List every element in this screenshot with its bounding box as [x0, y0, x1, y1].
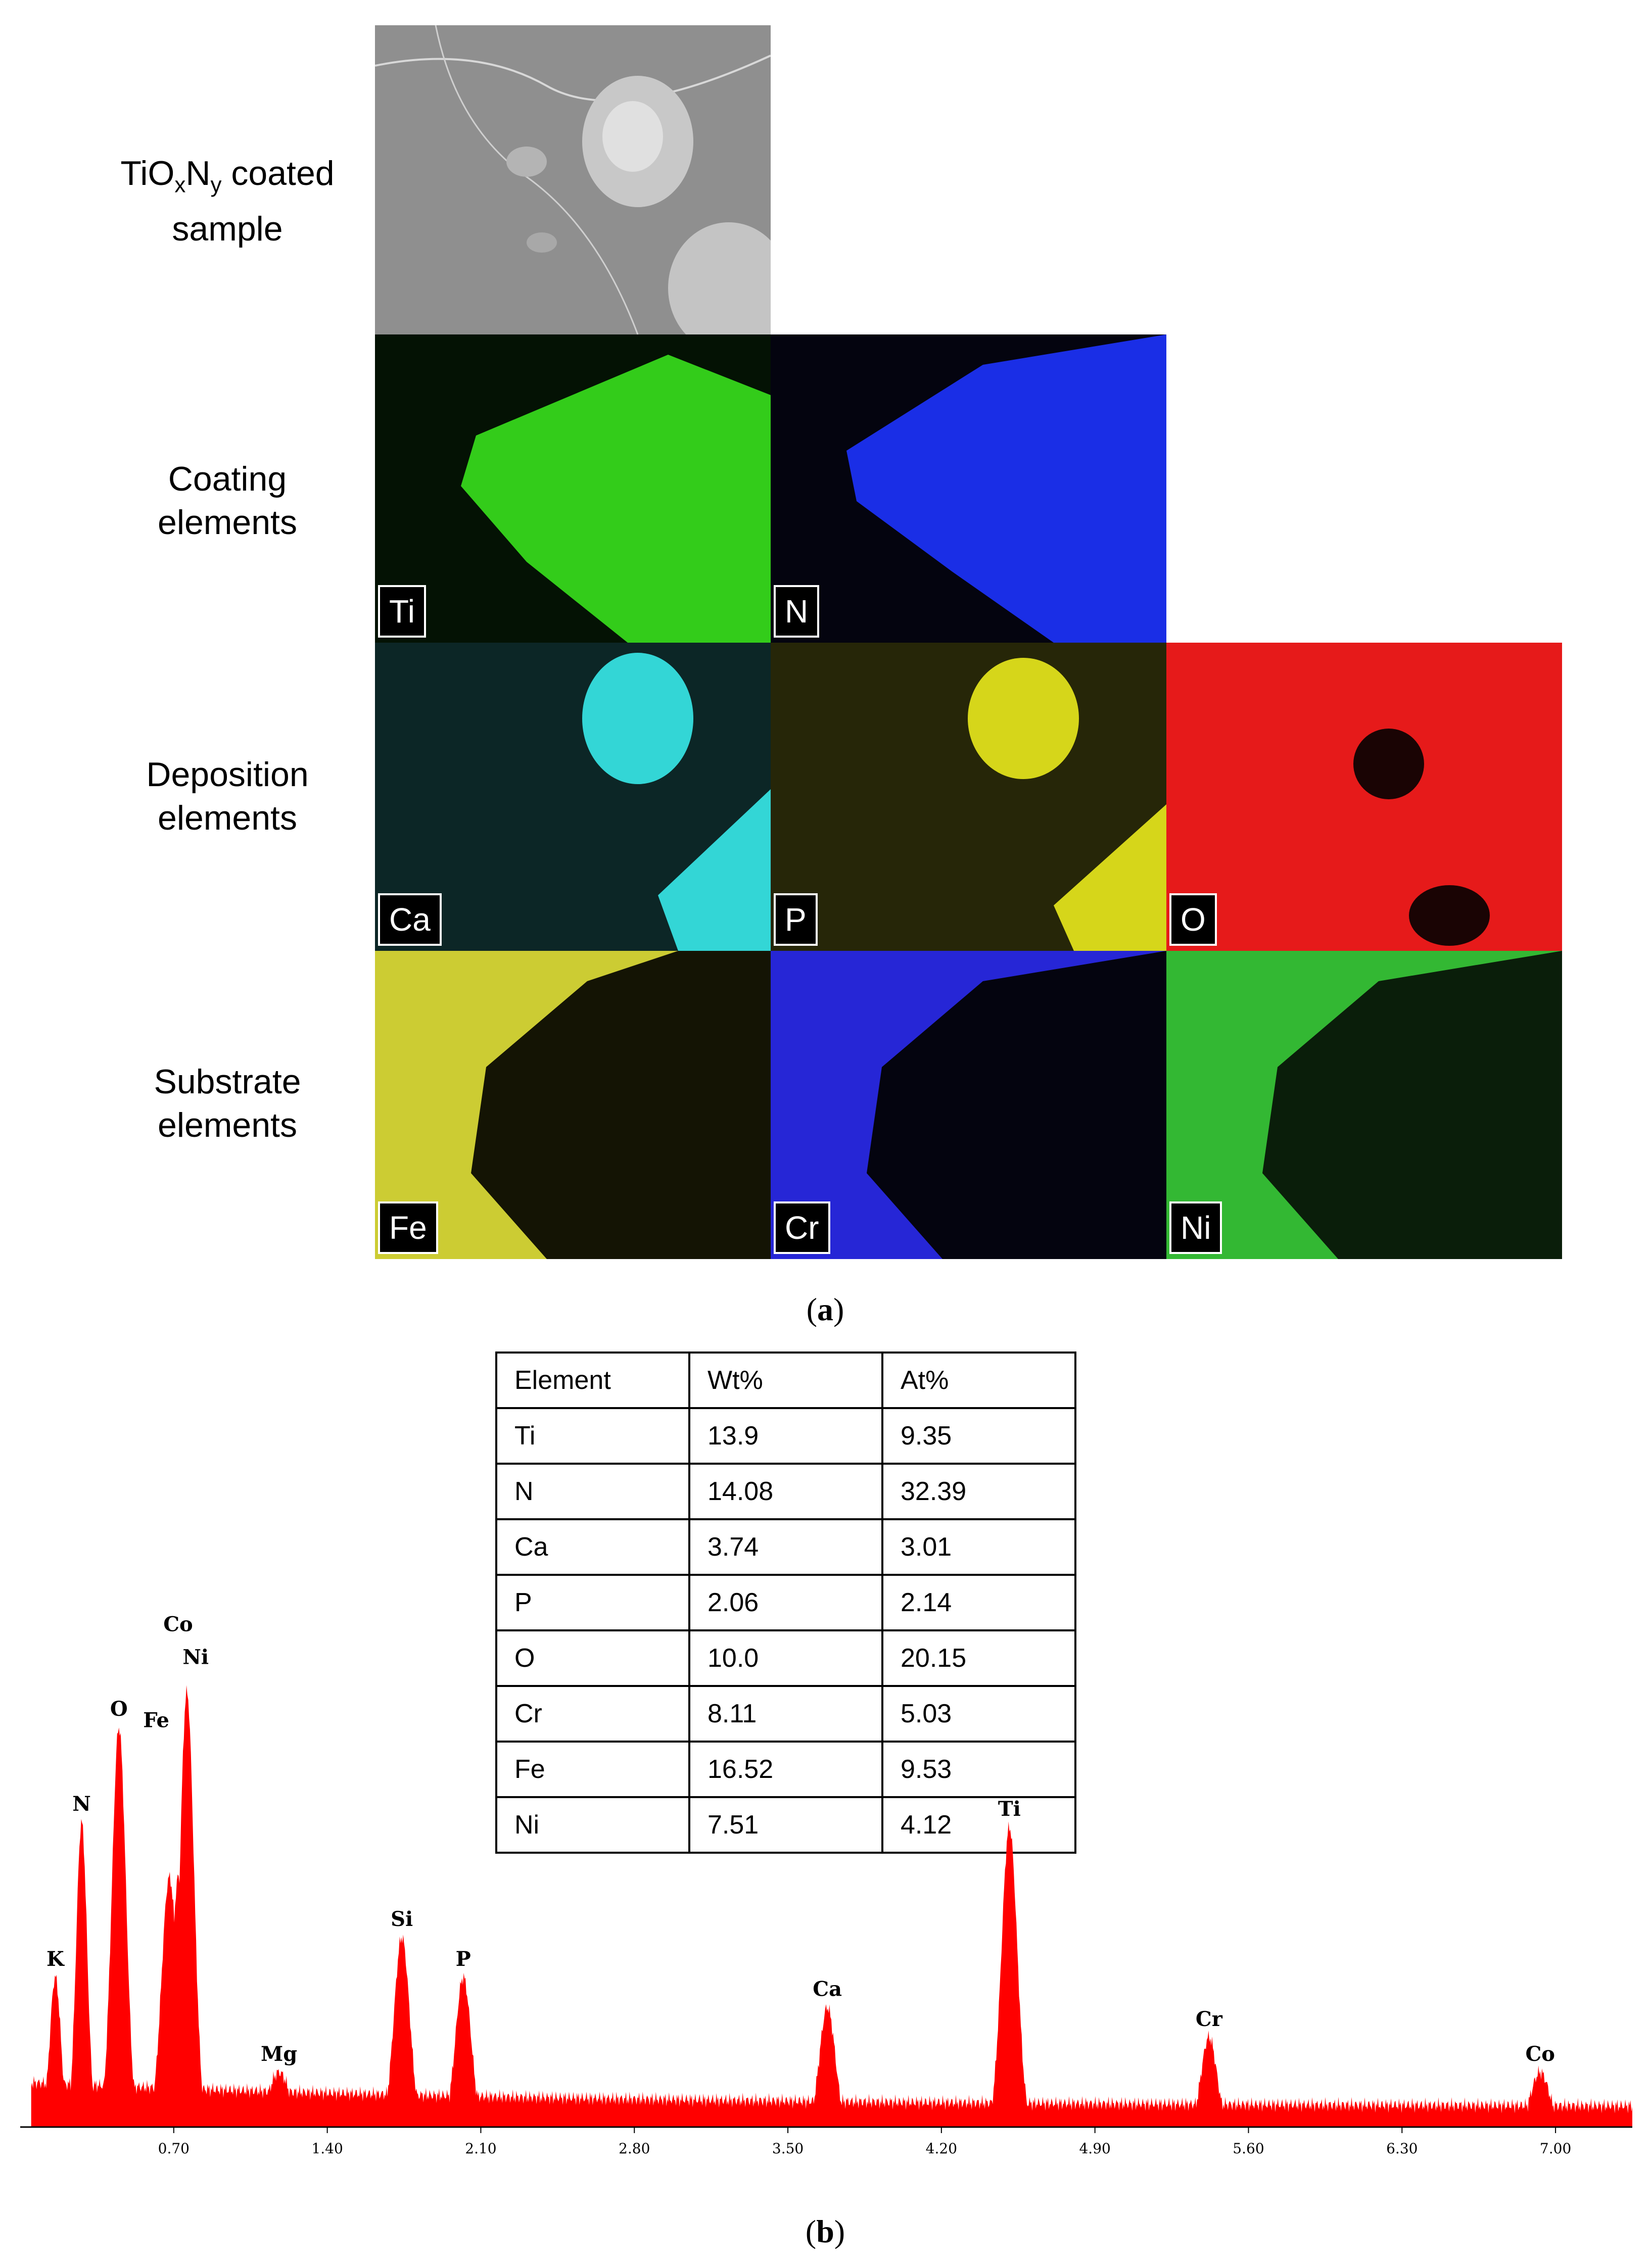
cell: Cr — [495, 1685, 690, 1743]
map-ti-label: Ti — [378, 585, 426, 638]
cell: 3.01 — [881, 1518, 1076, 1576]
x-tick-label: 0.70 — [158, 2140, 190, 2157]
peak-label: Mg — [261, 2042, 297, 2066]
cell: 32.39 — [881, 1463, 1076, 1520]
cell: 4.12 — [881, 1796, 1076, 1854]
x-tick-label: 3.50 — [772, 2140, 804, 2157]
map-p-region-2 — [1054, 804, 1166, 951]
cell: 8.11 — [688, 1685, 883, 1743]
peak-label: Ti — [998, 1797, 1021, 1821]
cell: 16.52 — [688, 1741, 883, 1798]
peak-label: N — [72, 1792, 91, 1816]
map-o-region — [1166, 643, 1562, 951]
x-tick-label: 5.60 — [1233, 2140, 1264, 2157]
peak-label: Ca — [813, 1977, 842, 2001]
header-at: At% — [881, 1352, 1076, 1409]
x-tick-label: 1.40 — [311, 2140, 343, 2157]
cell: 9.35 — [881, 1407, 1076, 1465]
map-ni-label: Ni — [1169, 1201, 1222, 1254]
x-tick-label: 4.20 — [926, 2140, 957, 2157]
map-n: N — [771, 334, 1166, 643]
cell: 10.0 — [688, 1629, 883, 1687]
header-element: Element — [495, 1352, 690, 1409]
cell: N — [495, 1463, 690, 1520]
row-label-coated-sample: TiOxNy coated sample — [120, 154, 335, 248]
peak-label: Ni — [182, 1646, 209, 1669]
x-tick-label: 6.30 — [1386, 2140, 1418, 2157]
cell: P — [495, 1574, 690, 1631]
table-row: P 2.06 2.14 — [495, 1574, 1076, 1631]
map-ca: Ca — [375, 643, 771, 951]
peak-label: Si — [391, 1907, 413, 1931]
peak-label: O — [110, 1697, 128, 1721]
map-n-label: N — [774, 585, 820, 638]
cell: Ca — [495, 1518, 690, 1576]
map-ca-label: Ca — [378, 893, 442, 946]
caption-a: (a) — [806, 1291, 844, 1327]
map-cr-label: Cr — [774, 1201, 830, 1254]
row-label-coating-elements: Coating elements — [158, 460, 297, 542]
cell: 3.74 — [688, 1518, 883, 1576]
cell: Ni — [495, 1796, 690, 1854]
map-cr: Cr — [771, 951, 1166, 1259]
map-ca-region — [582, 653, 693, 784]
map-fe: Fe — [375, 951, 771, 1259]
map-n-region — [846, 334, 1166, 643]
map-ni: Ni — [1166, 951, 1562, 1259]
caption-b: (b) — [805, 2213, 845, 2249]
table-row: Ni 7.51 4.12 — [495, 1796, 1076, 1854]
map-fe-region — [375, 951, 678, 1259]
peak-label: Co — [1525, 2042, 1555, 2066]
x-tick-label: 7.00 — [1540, 2140, 1571, 2157]
table-row: Cr 8.11 5.03 — [495, 1685, 1076, 1743]
peak-label: P — [456, 1947, 471, 1971]
map-o: O — [1166, 643, 1562, 951]
eds-spectrum-chart: 0.70 1.40 2.10 2.80 3.50 4.20 4.90 5.60 6.30 7.00… — [20, 1613, 1633, 2157]
row-label-substrate-elements: Substrate elements — [154, 1063, 301, 1144]
map-ni-region — [1166, 951, 1562, 1259]
cell: 5.03 — [881, 1685, 1076, 1743]
map-cr-region — [771, 951, 1166, 1259]
map-o-label: O — [1169, 893, 1217, 946]
spectrum-area — [31, 1685, 1633, 2127]
header-wt: Wt% — [688, 1352, 883, 1409]
peak-label: Cr — [1196, 2007, 1223, 2031]
sem-micrograph — [375, 25, 771, 334]
row-label-deposition-elements: Deposition elements — [146, 755, 309, 837]
cell: 14.08 — [688, 1463, 883, 1520]
map-p-label: P — [774, 893, 818, 946]
cell: 7.51 — [688, 1796, 883, 1854]
composition-table: Element Wt% At% Ti 13.9 9.35 N 14.08 32.39 C… — [495, 1352, 1076, 1854]
cell: 9.53 — [881, 1741, 1076, 1798]
table-row: O 10.0 20.15 — [495, 1629, 1076, 1687]
map-p-region — [968, 658, 1079, 779]
map-fe-label: Fe — [378, 1201, 438, 1254]
map-ti-region — [461, 355, 771, 643]
peak-label: Co — [163, 1613, 193, 1636]
cell: 20.15 — [881, 1629, 1076, 1687]
peak-label: Fe — [143, 1709, 169, 1732]
table-row: Fe 16.52 9.53 — [495, 1741, 1076, 1798]
cell: 2.06 — [688, 1574, 883, 1631]
table-row: Ca 3.74 3.01 — [495, 1518, 1076, 1576]
peak-label: K — [46, 1947, 65, 1971]
cell: 2.14 — [881, 1574, 1076, 1631]
x-tick-label: 2.10 — [465, 2140, 496, 2157]
cell: Ti — [495, 1407, 690, 1465]
map-ca-region-2 — [658, 789, 771, 951]
cell: Fe — [495, 1741, 690, 1798]
cell: O — [495, 1629, 690, 1687]
map-ti: Ti — [375, 334, 771, 643]
map-p: P — [771, 643, 1166, 951]
table-header-row: Element Wt% At% — [495, 1352, 1076, 1409]
table-row: N 14.08 32.39 — [495, 1463, 1076, 1520]
x-tick-label: 4.90 — [1079, 2140, 1110, 2157]
table-row: Ti 13.9 9.35 — [495, 1407, 1076, 1465]
x-tick-label: 2.80 — [619, 2140, 650, 2157]
cell: 13.9 — [688, 1407, 883, 1465]
